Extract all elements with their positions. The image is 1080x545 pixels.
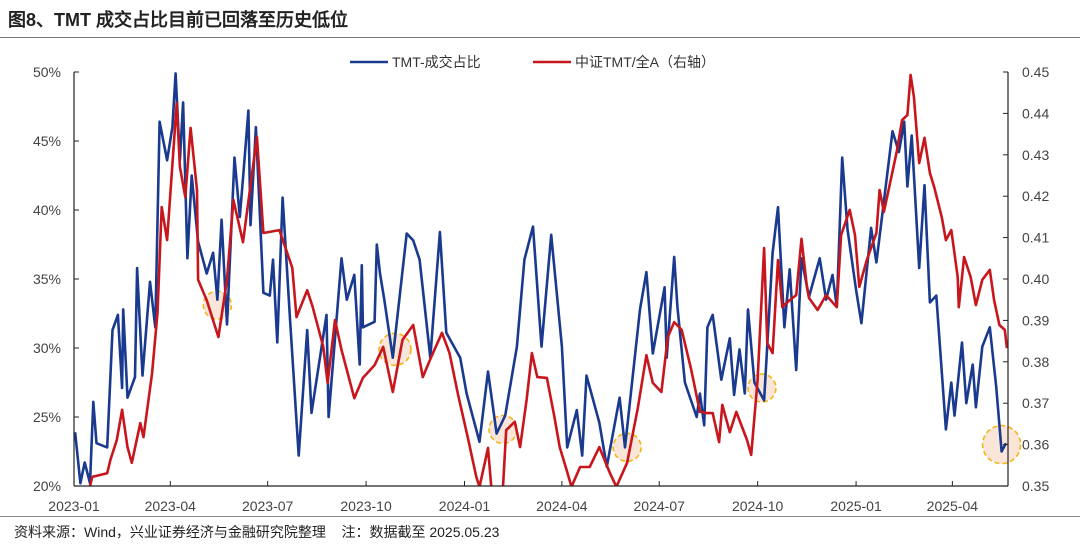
left-tick-label: 35% xyxy=(33,271,61,287)
chart-title: 图8、TMT 成交占比目前已回落至历史低位 xyxy=(8,10,348,30)
series-line-tmt-ratio-index xyxy=(88,73,1008,486)
left-tick-label: 40% xyxy=(33,202,61,218)
title-divider xyxy=(0,37,1080,38)
right-tick-label: 0.44 xyxy=(1022,105,1049,121)
left-tick-label: 25% xyxy=(33,409,61,425)
x-tick-label: 2024-07 xyxy=(634,498,686,514)
left-tick-label: 20% xyxy=(33,478,61,494)
right-tick-label: 0.41 xyxy=(1022,230,1049,246)
x-tick-label: 2023-04 xyxy=(145,498,197,514)
x-tick-label: 2024-04 xyxy=(536,498,588,514)
legend-label: TMT-成交占比 xyxy=(392,54,481,70)
right-tick-label: 0.40 xyxy=(1022,271,1049,287)
right-tick-label: 0.45 xyxy=(1022,64,1049,80)
x-tick-label: 2024-10 xyxy=(732,498,784,514)
left-tick-label: 50% xyxy=(33,64,61,80)
right-tick-label: 0.43 xyxy=(1022,147,1049,163)
source-note: 资料来源：Wind，兴业证券经济与金融研究院整理 注：数据截至 2025.05.… xyxy=(14,524,500,540)
footer-divider xyxy=(0,516,1080,517)
x-tick-label: 2025-04 xyxy=(927,498,979,514)
left-tick-label: 30% xyxy=(33,340,61,356)
right-tick-label: 0.35 xyxy=(1022,478,1049,494)
right-tick-label: 0.37 xyxy=(1022,395,1049,411)
x-tick-label: 2023-10 xyxy=(340,498,392,514)
left-tick-label: 45% xyxy=(33,133,61,149)
right-tick-label: 0.39 xyxy=(1022,312,1049,328)
right-tick-label: 0.36 xyxy=(1022,437,1049,453)
series-line-tmt-turnover-share xyxy=(74,72,1008,485)
right-tick-label: 0.42 xyxy=(1022,188,1049,204)
x-tick-label: 2025-01 xyxy=(830,498,882,514)
legend-label: 中证TMT/全A（右轴） xyxy=(575,54,715,70)
x-tick-label: 2023-07 xyxy=(242,498,294,514)
x-tick-label: 2023-01 xyxy=(48,498,100,514)
x-tick-label: 2024-01 xyxy=(439,498,491,514)
right-tick-label: 0.38 xyxy=(1022,354,1049,370)
